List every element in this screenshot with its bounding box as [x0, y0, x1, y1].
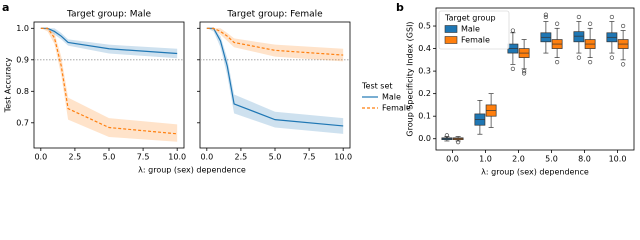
- legend-label: Female: [461, 36, 490, 45]
- subplot-title: Target group: Male: [66, 10, 152, 20]
- x-tick-label: 8.0: [578, 155, 591, 164]
- subplot-title: Target group: Female: [226, 10, 323, 20]
- panel-letter: a: [2, 1, 9, 14]
- series-line: [206, 27, 344, 127]
- y-tick-label: 0.8: [16, 87, 29, 96]
- x-axis-label: λ: group (sex) dependence: [138, 166, 246, 175]
- y-tick-label: 0.9: [16, 55, 29, 64]
- series-line: [40, 27, 178, 135]
- outlier: [555, 59, 560, 65]
- x-tick-label: 2.5: [235, 153, 248, 162]
- outlier: [444, 133, 449, 138]
- legend-label: Male: [382, 93, 401, 102]
- outlier: [555, 21, 560, 26]
- x-tick-label: 1.0: [479, 155, 492, 164]
- y-tick-label: 0.5: [418, 22, 431, 31]
- outlier: [588, 59, 593, 65]
- x-tick-label: 10.0: [168, 153, 186, 162]
- x-tick-label: 0.0: [34, 153, 47, 162]
- x-tick-label: 0.0: [446, 155, 459, 164]
- y-tick-label: 0.2: [418, 89, 431, 98]
- x-axis-label: λ: group (sex) dependence: [481, 168, 589, 177]
- series-line: [206, 27, 344, 56]
- outlier: [621, 23, 626, 29]
- outlier: [522, 69, 527, 74]
- y-axis-label: Test Accuracy: [4, 57, 13, 113]
- x-tick-label: 10.0: [334, 153, 352, 162]
- x-tick-label: 5.0: [103, 153, 116, 162]
- legend-swatch: [444, 36, 458, 44]
- x-tick-label: 10.0: [609, 155, 627, 164]
- box: [573, 31, 585, 43]
- y-tick-label: 1.0: [16, 24, 29, 33]
- x-tick-label: 7.5: [137, 153, 150, 162]
- outlier: [543, 14, 548, 20]
- outlier: [522, 71, 527, 76]
- legend-title: Target group: [444, 14, 496, 23]
- outlier: [576, 14, 581, 20]
- outlier: [609, 55, 614, 60]
- confidence-band: [206, 28, 344, 134]
- panel-letter: b: [396, 1, 404, 14]
- x-tick-label: 5.0: [545, 155, 558, 164]
- outlier: [510, 28, 515, 33]
- outlier: [576, 55, 581, 60]
- confidence-band: [40, 28, 178, 59]
- x-tick-label: 0.0: [200, 153, 213, 162]
- outlier: [621, 62, 626, 67]
- confidence-band: [40, 28, 178, 142]
- outlier: [456, 140, 461, 145]
- y-tick-label: 0.0: [418, 134, 431, 143]
- legend-title: Test set: [361, 82, 393, 91]
- x-tick-label: 2.5: [69, 153, 82, 162]
- y-tick-label: 0.3: [418, 67, 431, 76]
- outlier: [588, 21, 593, 26]
- legend-label: Female: [382, 104, 411, 113]
- plot-frame: [435, 7, 635, 151]
- x-tick-label: 5.0: [269, 153, 282, 162]
- legend-swatch: [444, 25, 458, 33]
- x-tick-label: 2.0: [512, 155, 525, 164]
- x-tick-label: 7.5: [303, 153, 316, 162]
- figure: 0.0 2.5 5.0 7.5 10.0 0.7 0.8 0.9 1.0 Test Accurac…: [2, 1, 635, 177]
- outlier: [510, 66, 515, 71]
- legend-label: Male: [461, 25, 480, 34]
- outlier: [609, 14, 614, 20]
- y-axis-label: Group Specificity Index (GSI): [406, 21, 415, 136]
- y-tick-label: 0.7: [16, 118, 29, 127]
- outlier: [543, 12, 548, 17]
- y-tick-label: 0.4: [418, 44, 431, 53]
- y-tick-label: 0.1: [418, 112, 431, 121]
- confidence-band: [206, 28, 344, 62]
